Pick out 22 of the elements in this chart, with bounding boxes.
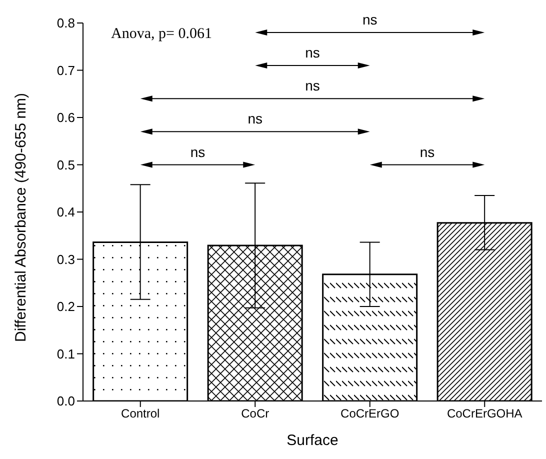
annotation: ns <box>190 144 206 160</box>
y-tick-label: 0.7 <box>56 62 75 78</box>
y-tick-label: 0.0 <box>56 394 75 409</box>
y-tick-label: 0.6 <box>56 110 75 126</box>
annotation: ns <box>305 78 320 94</box>
x-tick-label: Control <box>121 406 160 421</box>
annotation: Anova, p= 0.061 <box>111 26 212 42</box>
x-tick-label: CoCrErGOHA <box>446 406 522 421</box>
annotation: ns <box>248 110 263 127</box>
y-tick-label: 0.8 <box>56 16 75 31</box>
y-tick-label: 0.3 <box>56 252 75 267</box>
annotation: ns <box>305 44 320 61</box>
x-tick-label: CoCr <box>241 406 270 421</box>
annotation: ns <box>420 144 435 160</box>
y-tick-label: 0.5 <box>56 157 75 172</box>
y-axis-title: Differential Absorbance (490-655 nm) <box>12 92 30 342</box>
annotation: ns <box>362 11 378 28</box>
y-tick-label: 0.1 <box>56 346 75 362</box>
y-tick-label: 0.2 <box>56 299 75 314</box>
x-axis-title: Surface <box>286 432 338 449</box>
y-tick-label: 0.4 <box>56 204 75 220</box>
x-tick-label: CoCrErGO <box>340 406 400 421</box>
